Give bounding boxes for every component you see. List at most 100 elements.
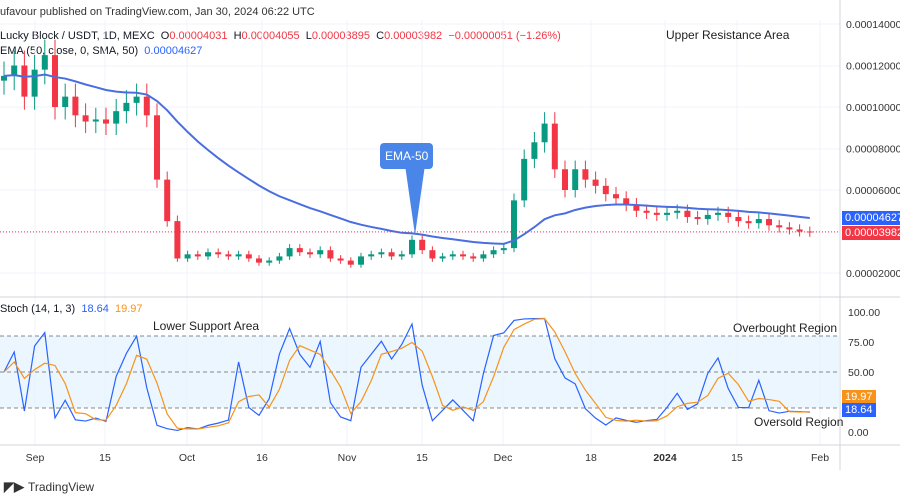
candle-body xyxy=(766,219,772,226)
candle-body xyxy=(592,179,599,186)
candle-body xyxy=(368,254,375,257)
candle-body xyxy=(551,123,558,170)
candle-body xyxy=(562,169,568,190)
price-axis-label: 0.00014000 xyxy=(846,19,900,31)
high-value: 0.00004055 xyxy=(241,30,300,42)
candle-body xyxy=(541,123,548,143)
stoch-d-value: 19.97 xyxy=(115,303,143,315)
candle-body xyxy=(82,115,89,122)
stoch-d-tag: 19.97 xyxy=(842,390,876,404)
candle-body xyxy=(286,248,293,257)
price-axis-label: 0.00008000 xyxy=(846,144,900,156)
candle-body xyxy=(511,200,517,249)
ema-callout: EMA-50 xyxy=(380,143,434,169)
candle-body xyxy=(409,239,415,255)
candle-body xyxy=(664,212,670,215)
candle-body xyxy=(470,256,477,259)
lower-support-label: Lower Support Area xyxy=(153,319,260,333)
candle-body xyxy=(347,260,354,265)
symbol-legend: Lucky Block / USDT, 1D, MEXC O0.00004031… xyxy=(0,30,561,42)
candle-body xyxy=(256,258,262,263)
ema-price-tag: 0.00004627 xyxy=(842,211,900,225)
candle-body xyxy=(460,254,466,257)
time-axis-label: Dec xyxy=(494,452,513,464)
candle-body xyxy=(317,250,324,255)
overbought-label: Overbought Region xyxy=(733,321,838,335)
tradingview-icon: ◤▶ xyxy=(4,479,24,494)
candle-body xyxy=(613,194,619,199)
candle-body xyxy=(704,214,711,220)
stoch-axis-label: 100.00 xyxy=(848,307,880,319)
open-value: 0.00004031 xyxy=(169,30,228,42)
candle-body xyxy=(337,258,344,261)
stoch-label: Stoch (14, 1, 3) xyxy=(0,303,76,315)
candle-body xyxy=(31,69,38,97)
candle-body xyxy=(653,212,660,215)
stoch-k-value: 18.64 xyxy=(81,303,109,315)
candle-body xyxy=(113,111,120,124)
time-axis-label: Oct xyxy=(179,452,195,464)
time-axis-label: 15 xyxy=(99,452,111,464)
candle-body xyxy=(684,210,691,217)
tradingview-logo[interactable]: ◤▶ TradingView xyxy=(4,479,94,495)
candle-body xyxy=(531,142,538,159)
stoch-k-line xyxy=(3,317,810,432)
candle-body xyxy=(378,252,385,255)
candle-body xyxy=(674,210,681,213)
candle-body xyxy=(164,179,171,222)
price-axis-label: 0.00002000 xyxy=(846,268,900,280)
candle-body xyxy=(419,239,426,251)
candle-body xyxy=(21,65,28,97)
low-value: 0.00003895 xyxy=(311,30,370,42)
candle-body xyxy=(205,252,211,257)
stoch-legend: Stoch (14, 1, 3) 18.64 19.97 xyxy=(0,303,143,315)
candle-body xyxy=(133,96,140,103)
candle-body xyxy=(633,204,640,211)
close-value: 0.00003982 xyxy=(384,30,443,42)
ema-line xyxy=(3,73,810,245)
candle-body xyxy=(327,250,334,259)
candle-body xyxy=(694,216,701,220)
time-axis-label: Nov xyxy=(338,452,357,464)
candle-body xyxy=(358,256,364,265)
candle-body xyxy=(225,254,232,257)
publish-info: ufavour published on TradingView.com, Ja… xyxy=(0,6,315,18)
candle-body xyxy=(184,254,191,259)
candle-body xyxy=(786,227,793,230)
candle-body xyxy=(215,252,222,255)
candle-body xyxy=(52,55,58,107)
oversold-label: Oversold Region xyxy=(754,415,844,429)
candle-body xyxy=(449,254,456,257)
candle-body xyxy=(715,212,721,215)
candle-body xyxy=(398,254,405,257)
price-axis-label: 0.00010000 xyxy=(846,102,900,114)
candle-body xyxy=(500,248,507,251)
time-axis-label: Feb xyxy=(811,452,829,464)
candle-body xyxy=(72,96,79,116)
time-axis-label: 16 xyxy=(256,452,268,464)
last-price-tag: 0.00003982 xyxy=(842,226,900,240)
candle-body xyxy=(266,260,273,263)
candle-body xyxy=(623,198,630,205)
stoch-axis-label: 50.00 xyxy=(848,367,874,379)
candle-body xyxy=(143,96,150,116)
candle-body xyxy=(41,55,48,70)
candle-body xyxy=(103,119,109,124)
candle-body xyxy=(602,185,609,195)
stoch-k-tag: 18.64 xyxy=(842,403,876,417)
candle-body xyxy=(643,210,650,213)
stoch-axis-label: 0.00 xyxy=(848,427,869,439)
time-axis-label: 15 xyxy=(731,452,743,464)
price-axis-label: 0.00012000 xyxy=(846,61,900,73)
candle-body xyxy=(776,225,783,228)
candle-body xyxy=(572,169,579,190)
stoch-axis-label: 75.00 xyxy=(848,337,874,349)
candle-body xyxy=(154,115,160,180)
candle-body xyxy=(429,250,436,259)
candle-body xyxy=(307,252,313,255)
candle-body xyxy=(174,221,181,259)
candle-body xyxy=(490,250,497,255)
candle-body xyxy=(276,256,283,261)
candle-body xyxy=(1,75,7,81)
